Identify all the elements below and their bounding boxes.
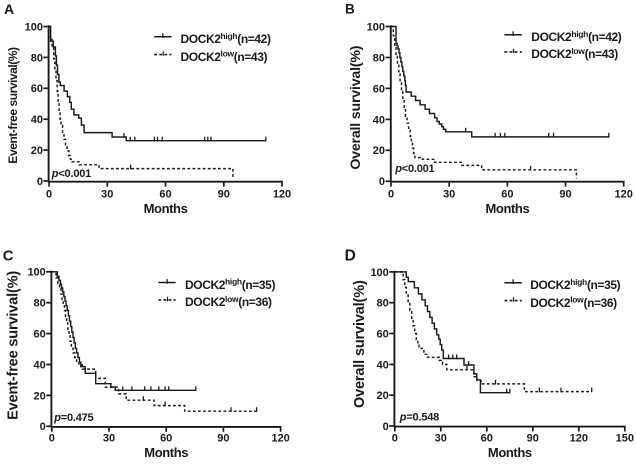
svg-text:DOCK2low(n=36): DOCK2low(n=36) [530, 295, 617, 310]
svg-text:0: 0 [49, 433, 55, 445]
svg-text:Overall survival(%): Overall survival(%) [352, 280, 368, 408]
svg-text:DOCK2low(n=36): DOCK2low(n=36) [185, 294, 272, 309]
svg-text:D: D [345, 247, 356, 264]
svg-text:30: 30 [443, 189, 455, 201]
svg-text:60: 60 [481, 433, 493, 445]
svg-text:B: B [345, 1, 355, 16]
svg-text:40: 40 [34, 359, 46, 371]
svg-text:p=0.548: p=0.548 [399, 411, 439, 423]
svg-text:DOCK2high(n=35): DOCK2high(n=35) [530, 277, 620, 292]
svg-text:20: 20 [31, 145, 43, 157]
svg-text:p<0.001: p<0.001 [51, 168, 91, 180]
svg-text:0: 0 [383, 421, 389, 433]
svg-text:20: 20 [34, 390, 46, 402]
svg-text:C: C [3, 247, 14, 264]
svg-text:120: 120 [271, 433, 289, 445]
svg-text:DOCK2low(n=43): DOCK2low(n=43) [181, 49, 268, 64]
svg-text:0: 0 [392, 433, 398, 445]
svg-text:90: 90 [559, 189, 571, 201]
svg-text:150: 150 [616, 433, 634, 445]
svg-text:90: 90 [527, 433, 539, 445]
svg-text:60: 60 [31, 83, 43, 95]
svg-text:Months: Months [485, 201, 529, 216]
svg-text:Event-free survival(%): Event-free survival(%) [6, 271, 22, 420]
svg-text:DOCK2high(n=42): DOCK2high(n=42) [181, 31, 271, 46]
svg-text:30: 30 [435, 433, 447, 445]
svg-text:20: 20 [373, 145, 385, 157]
svg-text:p=0.475: p=0.475 [53, 412, 93, 424]
svg-text:DOCK2low(n=43): DOCK2low(n=43) [531, 46, 618, 61]
svg-text:60: 60 [160, 433, 172, 445]
svg-text:0: 0 [37, 176, 43, 188]
svg-text:80: 80 [34, 298, 46, 310]
svg-text:120: 120 [615, 189, 633, 201]
svg-text:DOCK2high(n=35): DOCK2high(n=35) [185, 277, 275, 292]
svg-text:A: A [4, 1, 14, 17]
svg-text:100: 100 [27, 267, 45, 279]
svg-text:Months: Months [144, 445, 188, 460]
svg-text:30: 30 [103, 433, 115, 445]
svg-text:60: 60 [373, 83, 385, 95]
svg-text:0: 0 [388, 189, 394, 201]
svg-text:80: 80 [31, 52, 43, 64]
svg-text:Months: Months [488, 445, 532, 460]
svg-text:100: 100 [367, 21, 385, 33]
svg-text:0: 0 [379, 176, 385, 188]
svg-text:100: 100 [25, 21, 43, 33]
svg-text:120: 120 [273, 189, 291, 201]
svg-text:Months: Months [144, 201, 188, 216]
svg-text:120: 120 [570, 433, 588, 445]
svg-text:40: 40 [377, 359, 389, 371]
svg-text:80: 80 [373, 52, 385, 64]
svg-text:80: 80 [377, 298, 389, 310]
svg-text:60: 60 [34, 329, 46, 341]
svg-text:90: 90 [217, 433, 229, 445]
svg-text:40: 40 [373, 114, 385, 126]
svg-text:Event-free survival(%): Event-free survival(%) [6, 47, 20, 164]
svg-text:60: 60 [159, 189, 171, 201]
svg-text:60: 60 [501, 189, 513, 201]
svg-text:0: 0 [46, 189, 52, 201]
svg-text:Overall survival(%): Overall survival(%) [348, 45, 364, 169]
svg-text:p<0.001: p<0.001 [394, 163, 434, 175]
svg-text:30: 30 [101, 189, 113, 201]
svg-text:90: 90 [218, 189, 230, 201]
svg-text:40: 40 [31, 114, 43, 126]
svg-text:60: 60 [377, 328, 389, 340]
svg-text:DOCK2high(n=42): DOCK2high(n=42) [531, 29, 621, 44]
svg-text:100: 100 [370, 267, 388, 279]
svg-text:20: 20 [377, 390, 389, 402]
svg-text:0: 0 [40, 421, 46, 433]
